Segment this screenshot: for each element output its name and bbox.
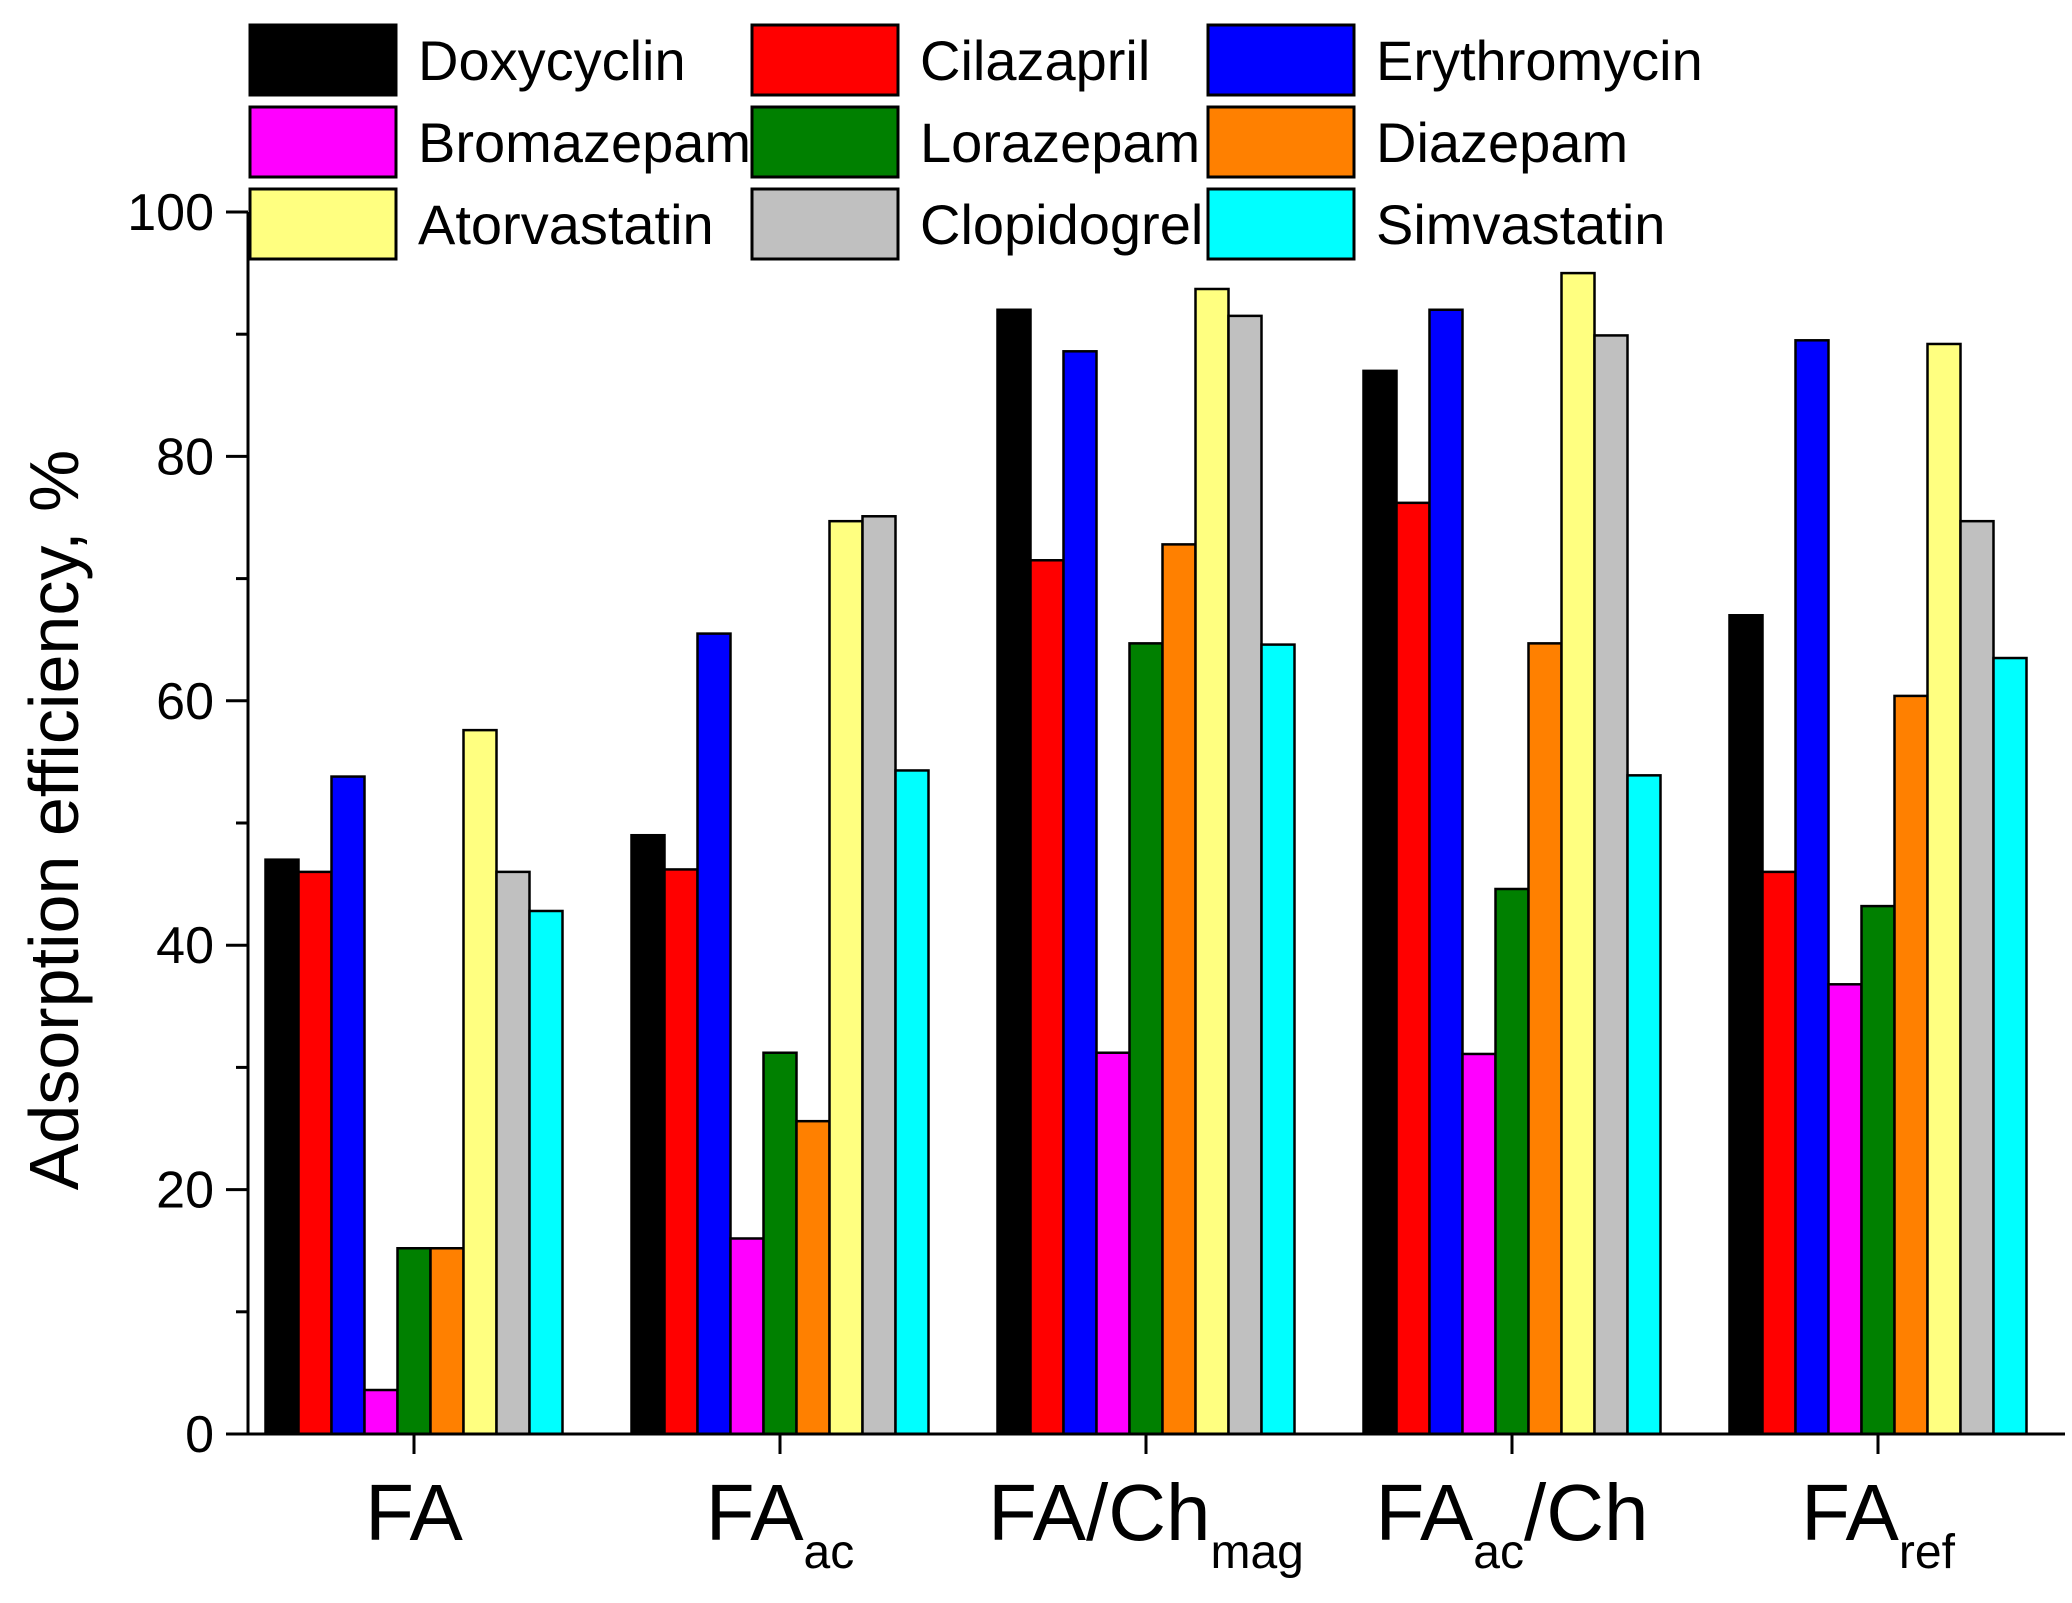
legend-swatch-clopidogrel — [750, 187, 900, 261]
bar-lorazepam-1 — [396, 1247, 432, 1436]
bar-bromazepam-3 — [1095, 1051, 1131, 1436]
bar-simvastatin-3 — [1260, 643, 1296, 1436]
legend-label-bromazepam: Bromazepam — [418, 111, 751, 174]
x-category-label-3: FA/Chmag — [988, 1468, 1304, 1579]
bar-erythromycin-1 — [330, 775, 366, 1436]
bar-diazepam-3 — [1161, 543, 1197, 1436]
legend-swatch-bromazepam — [248, 105, 398, 179]
legend-label-cilazapril: Cilazapril — [920, 29, 1150, 92]
legend-label-lorazepam: Lorazepam — [920, 111, 1200, 174]
bar-lorazepam-5 — [1860, 904, 1896, 1436]
bar-diazepam-4 — [1527, 642, 1563, 1436]
x-category-label-4: FAac/Ch — [1375, 1468, 1648, 1579]
legend-label-atorvastatin: Atorvastatin — [418, 193, 714, 256]
y-tick-label-0: 0 — [185, 1406, 214, 1464]
bar-diazepam-1 — [429, 1247, 465, 1436]
legend-swatch-doxycyclin — [248, 23, 398, 97]
bar-bromazepam-4 — [1461, 1052, 1497, 1436]
legend-label-simvastatin: Simvastatin — [1376, 193, 1665, 256]
bar-lorazepam-3 — [1128, 642, 1164, 1436]
legend-swatch-diazepam — [1206, 105, 1356, 179]
bar-cilazapril-1 — [297, 870, 333, 1436]
legend-swatch-lorazepam — [750, 105, 900, 179]
bar-lorazepam-2 — [762, 1051, 798, 1436]
bar-atorvastatin-2 — [828, 519, 864, 1436]
x-category-label-1: FA — [365, 1468, 463, 1557]
legend-label-erythromycin: Erythromycin — [1376, 29, 1703, 92]
y-tick-label-80: 80 — [156, 428, 214, 486]
x-category-label-5: FAref — [1801, 1468, 1955, 1579]
bar-atorvastatin-5 — [1926, 342, 1962, 1436]
y-ticks: 0 20 40 60 80 100 — [127, 184, 248, 1464]
bar-simvastatin-1 — [528, 909, 564, 1436]
x-category-labels: FA FAac FA/Chmag FAac/Ch FAref — [365, 1434, 1956, 1579]
bar-cilazapril-3 — [1029, 559, 1065, 1436]
y-tick-label-60: 60 — [156, 673, 214, 731]
bar-simvastatin-2 — [894, 769, 930, 1436]
bar-cilazapril-2 — [663, 868, 699, 1436]
bar-erythromycin-4 — [1428, 308, 1464, 1436]
bar-clopidogrel-1 — [495, 870, 531, 1436]
legend-label-clopidogrel: Clopidogrel — [920, 193, 1203, 256]
bar-doxycyclin-5 — [1728, 614, 1764, 1436]
legend-swatch-cilazapril — [750, 23, 900, 97]
x-category-label-2: FAac — [706, 1468, 855, 1579]
bar-simvastatin-5 — [1992, 656, 2028, 1436]
bars-layer — [264, 271, 2028, 1436]
bar-doxycyclin-3 — [996, 308, 1032, 1436]
bar-cilazapril-5 — [1761, 870, 1797, 1436]
y-tick-label-100: 100 — [127, 184, 214, 242]
bar-diazepam-5 — [1893, 694, 1929, 1436]
legend-swatch-simvastatin — [1206, 187, 1356, 261]
bar-clopidogrel-2 — [861, 515, 897, 1436]
legend-label-doxycyclin: Doxycyclin — [418, 29, 686, 92]
bar-clopidogrel-3 — [1227, 314, 1263, 1436]
bar-simvastatin-4 — [1626, 774, 1662, 1436]
bar-atorvastatin-3 — [1194, 287, 1230, 1436]
bar-atorvastatin-1 — [462, 728, 498, 1436]
bar-clopidogrel-4 — [1593, 334, 1629, 1436]
bar-doxycyclin-1 — [264, 858, 300, 1436]
bar-cilazapril-4 — [1395, 501, 1431, 1436]
legend: Doxycyclin Cilazapril Erythromycin Bromazep… — [248, 23, 1703, 261]
bar-doxycyclin-4 — [1362, 369, 1398, 1436]
y-tick-label-20: 20 — [156, 1162, 214, 1220]
bar-erythromycin-3 — [1062, 350, 1098, 1436]
y-axis-label: Adsorption efficiency, % — [15, 450, 93, 1191]
bar-bromazepam-2 — [729, 1237, 765, 1436]
bar-bromazepam-5 — [1827, 983, 1863, 1436]
legend-label-diazepam: Diazepam — [1376, 111, 1628, 174]
bar-erythromycin-5 — [1794, 339, 1830, 1436]
bar-atorvastatin-4 — [1560, 271, 1596, 1436]
bar-clopidogrel-5 — [1959, 519, 1995, 1436]
bar-diazepam-2 — [795, 1119, 831, 1436]
bar-bromazepam-1 — [363, 1388, 399, 1436]
legend-swatch-erythromycin — [1206, 23, 1356, 97]
bar-doxycyclin-2 — [630, 833, 666, 1436]
bar-lorazepam-4 — [1494, 887, 1530, 1436]
bar-erythromycin-2 — [696, 632, 732, 1436]
legend-swatch-atorvastatin — [248, 187, 398, 261]
y-tick-label-40: 40 — [156, 917, 214, 975]
